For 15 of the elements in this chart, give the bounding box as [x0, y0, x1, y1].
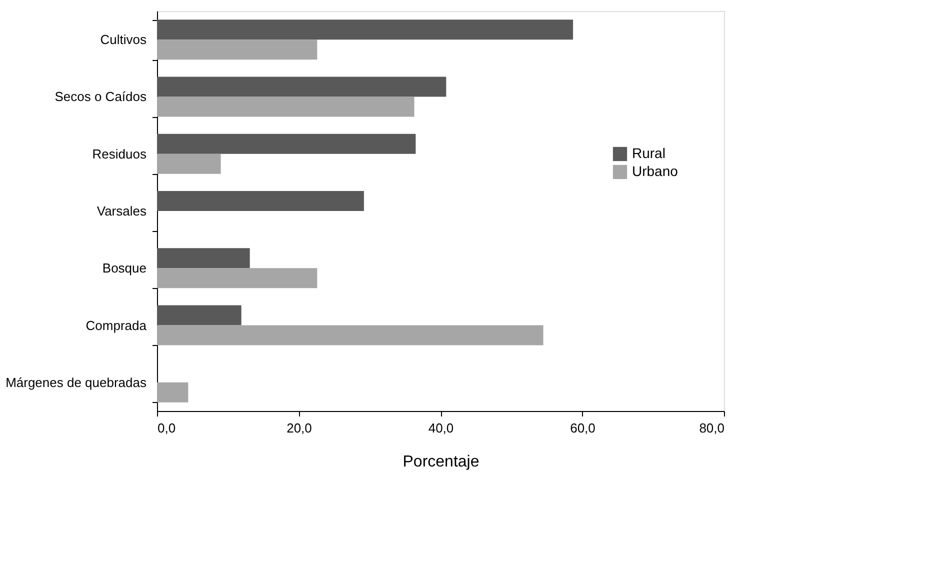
- y-tick-label: Bosque: [102, 260, 146, 276]
- legend-label: Rural: [632, 145, 666, 161]
- x-axis-title: Porcentaje: [402, 454, 480, 470]
- y-tick-label: Comprada: [86, 318, 148, 333]
- x-tick-label: 80,0: [699, 420, 724, 436]
- x-tick-label: 20,0: [286, 420, 312, 436]
- y-tick-label: Secos o Caídos: [54, 89, 147, 104]
- y-tick-label: Cultivos: [100, 32, 147, 48]
- y-tick-label: Residuos: [92, 146, 147, 162]
- x-tick-label: 60,0: [570, 420, 596, 436]
- x-tick-label: 0,0: [158, 420, 176, 436]
- x-tick-label: 40,0: [428, 420, 454, 436]
- y-tick-label: Varsales: [96, 204, 147, 218]
- legend-label: Urbano: [632, 163, 678, 179]
- y-tick-label: Márgenes de quebradas: [6, 374, 147, 390]
